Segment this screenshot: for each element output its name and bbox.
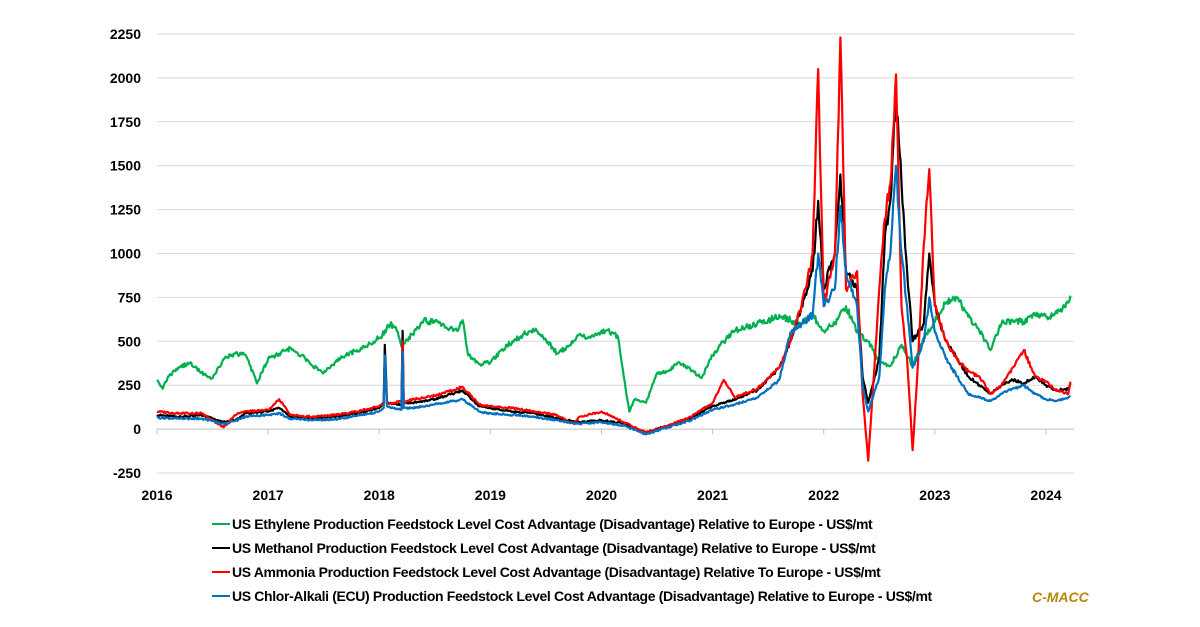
y-tick-label: 0 bbox=[133, 421, 141, 437]
legend-label-ammonia: US Ammonia Production Feedstock Level Co… bbox=[232, 564, 881, 580]
x-axis-ticks: 2016 2017 2018 2019 2020 2021 2022 2023 2024 bbox=[141, 429, 1062, 503]
y-tick-label: -250 bbox=[113, 465, 141, 481]
y-tick-label: 1500 bbox=[110, 158, 141, 174]
legend-label-ethylene: US Ethylene Production Feedstock Level C… bbox=[232, 516, 873, 532]
series-line-chlor-alkali bbox=[156, 164, 1072, 436]
y-tick-label: 2250 bbox=[110, 26, 141, 42]
legend: US Ethylene Production Feedstock Level C… bbox=[212, 512, 932, 608]
y-axis-ticks: -250 0 250 500 750 1000 1250 1500 1750 2000 2250 bbox=[110, 26, 141, 481]
series-line-ammonia bbox=[156, 36, 1072, 462]
x-tick-label: 2016 bbox=[141, 487, 172, 503]
legend-item-methanol: US Methanol Production Feedstock Level C… bbox=[212, 536, 932, 560]
y-tick-label: 250 bbox=[118, 377, 142, 393]
x-tick-label: 2018 bbox=[364, 487, 395, 503]
legend-item-ethylene: US Ethylene Production Feedstock Level C… bbox=[212, 512, 932, 536]
x-tick-label: 2024 bbox=[1030, 487, 1061, 503]
y-tick-label: 1750 bbox=[110, 114, 141, 130]
y-tick-label: 2000 bbox=[110, 70, 141, 86]
y-tick-label: 1250 bbox=[110, 202, 141, 218]
x-tick-label: 2023 bbox=[919, 487, 950, 503]
y-tick-label: 1000 bbox=[110, 246, 141, 262]
legend-label-chlor-alkali: US Chlor-Alkali (ECU) Production Feedsto… bbox=[232, 588, 932, 604]
series-lines bbox=[156, 36, 1072, 462]
y-tick-label: 500 bbox=[118, 333, 142, 349]
legend-label-methanol: US Methanol Production Feedstock Level C… bbox=[232, 540, 876, 556]
brand-logo-text: C-MACC bbox=[1032, 589, 1089, 605]
legend-item-ammonia: US Ammonia Production Feedstock Level Co… bbox=[212, 560, 932, 584]
y-tick-label: 750 bbox=[118, 289, 142, 305]
line-chart: -250 0 250 500 750 1000 1250 1500 1750 2000 2250 2… bbox=[110, 26, 1074, 503]
legend-swatch-methanol bbox=[212, 547, 230, 549]
x-tick-label: 2021 bbox=[697, 487, 728, 503]
x-tick-label: 2022 bbox=[808, 487, 839, 503]
legend-swatch-ethylene bbox=[212, 523, 230, 525]
x-tick-label: 2019 bbox=[475, 487, 506, 503]
gridlines bbox=[157, 33, 1074, 474]
x-tick-label: 2020 bbox=[586, 487, 617, 503]
legend-item-chlor-alkali: US Chlor-Alkali (ECU) Production Feedsto… bbox=[212, 584, 932, 608]
series-line-ethylene bbox=[156, 295, 1072, 413]
x-tick-label: 2017 bbox=[253, 487, 284, 503]
legend-swatch-ammonia bbox=[212, 571, 230, 573]
legend-swatch-chlor-alkali bbox=[212, 595, 230, 597]
